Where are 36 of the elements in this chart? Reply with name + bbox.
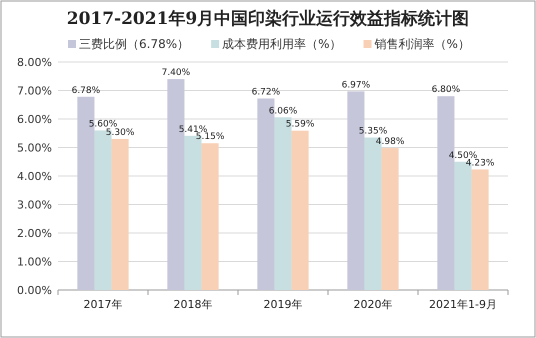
- y-tick-label: 0.00%: [17, 284, 52, 297]
- bar: [112, 138, 129, 290]
- data-label: 6.97%: [342, 80, 371, 90]
- data-label: 4.98%: [376, 137, 405, 148]
- data-label: 5.35%: [358, 126, 388, 137]
- x-tick-label: 2020年: [354, 298, 392, 311]
- data-label: 6.06%: [268, 106, 298, 116]
- bar: [202, 143, 219, 290]
- y-tick-label: 7.00%: [17, 84, 52, 98]
- y-tick-label: 8.00%: [17, 56, 52, 69]
- legend-label: 成本费用利用率（%）: [222, 37, 342, 51]
- data-label: 4.23%: [466, 158, 495, 168]
- data-label: 5.60%: [88, 119, 118, 130]
- data-label: 5.59%: [286, 120, 315, 130]
- legend-label: 三费比例（6.78%）: [79, 37, 190, 51]
- y-tick-label: 5.00%: [17, 142, 52, 154]
- data-label: 6.78%: [72, 86, 101, 96]
- y-tick-label: 4.00%: [17, 170, 52, 183]
- chart-title: 2017-2021年9月中国印染行业运行效益指标统计图: [66, 9, 470, 29]
- bar: [292, 130, 309, 290]
- x-tick-label: 2019年: [264, 298, 302, 311]
- data-label: 6.80%: [432, 85, 461, 96]
- y-tick-label: 3.00%: [17, 198, 52, 212]
- bar: [472, 169, 489, 290]
- data-label: 5.15%: [196, 132, 225, 142]
- data-label: 5.30%: [106, 128, 135, 138]
- y-tick-label: 6.00%: [17, 113, 52, 126]
- legend-label: 销售利润率（%）: [374, 37, 470, 51]
- bar: [382, 148, 399, 290]
- x-tick-label: 2021年1-9月: [429, 298, 497, 311]
- x-tick-label: 2017年: [84, 298, 122, 311]
- data-label: 7.40%: [162, 68, 191, 78]
- data-label: 6.72%: [252, 87, 281, 98]
- y-tick-label: 2.00%: [17, 227, 52, 240]
- x-tick-label: 2018年: [174, 298, 212, 311]
- y-tick-label: 1.00%: [17, 256, 52, 268]
